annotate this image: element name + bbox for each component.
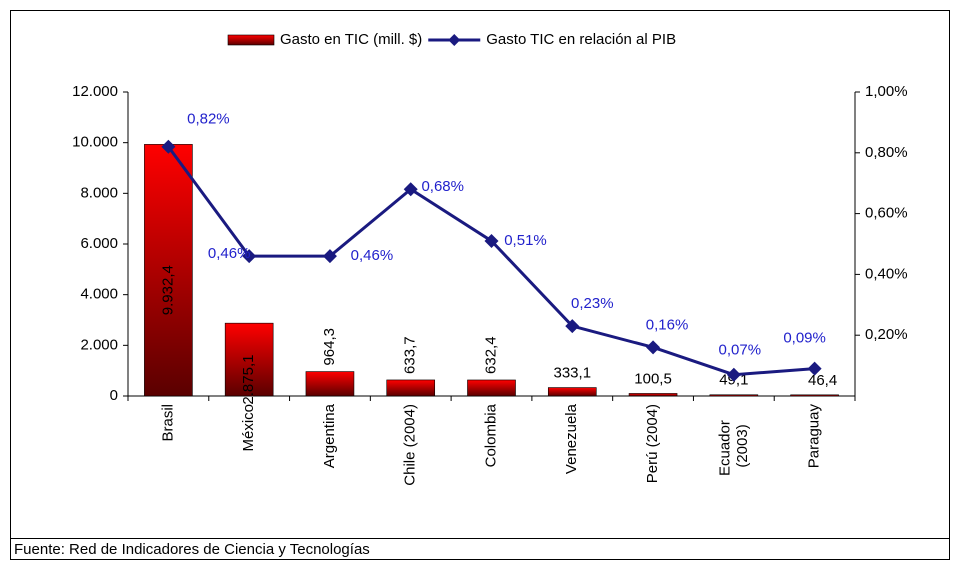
bar-value-label: 9.932,4: [159, 265, 176, 315]
legend-label: Gasto TIC en relación al PIB: [486, 31, 676, 48]
line-marker: [403, 182, 418, 197]
bar-value-label: 633,7: [402, 336, 419, 374]
bar-value-label: 46,4: [808, 372, 837, 389]
line-marker: [242, 249, 257, 264]
bar-value-label: 632,4: [482, 336, 499, 374]
y-tick-label: 10.000: [72, 134, 118, 151]
line-marker: [322, 249, 337, 264]
line-value-label: 0,23%: [571, 295, 614, 312]
bar: [386, 379, 436, 397]
line-value-label: 0,07%: [719, 342, 762, 359]
legend-marker: [448, 34, 461, 46]
x-tick-label: Ecuador (2003): [717, 416, 751, 476]
y-tick-label: 12.000: [72, 83, 118, 100]
y-tick-label: 6.000: [80, 235, 118, 252]
line-marker: [565, 319, 580, 334]
line-marker: [807, 361, 822, 376]
bar: [790, 394, 839, 397]
line-value-label: 0,16%: [646, 316, 689, 333]
y2-tick-label: 0,80%: [865, 144, 908, 161]
line-marker: [484, 233, 499, 248]
y2-tick-label: 0,40%: [865, 265, 908, 282]
legend-swatch: [227, 34, 275, 46]
x-tick-label: Perú (2004): [644, 404, 661, 483]
bar: [305, 371, 355, 397]
y2-tick-label: 0,60%: [865, 205, 908, 222]
x-tick-label: Colombia: [482, 403, 499, 467]
line-marker: [646, 340, 661, 355]
line-marker: [726, 367, 741, 382]
bar: [709, 394, 759, 397]
x-tick-label: México: [240, 404, 257, 452]
line-value-label: 0,68%: [421, 178, 464, 195]
line-marker: [161, 139, 176, 154]
legend-label: Gasto en TIC (mill. $): [280, 31, 422, 48]
x-tick-label: Paraguay: [806, 404, 823, 469]
y-tick-label: 2.000: [80, 336, 118, 353]
bar: [224, 322, 274, 397]
bar: [144, 144, 193, 397]
y2-tick-label: 0,20%: [865, 326, 908, 343]
x-tick-label: Venezuela: [563, 403, 580, 474]
y-tick-label: 0: [110, 387, 118, 404]
y-tick-label: 8.000: [80, 184, 118, 201]
bar-value-label: 964,3: [321, 328, 338, 366]
line-value-label: 0,51%: [504, 232, 547, 249]
bar-value-label: 2.875,1: [240, 355, 257, 405]
x-tick-label: Argentina: [321, 403, 338, 468]
bar-value-label: 333,1: [554, 365, 592, 382]
line-value-label: 0,46%: [351, 247, 394, 264]
bar: [467, 379, 516, 397]
x-tick-label: Brasil: [159, 404, 176, 442]
bar: [628, 393, 678, 397]
y2-tick-label: 1,00%: [865, 83, 908, 100]
y-tick-label: 4.000: [80, 286, 118, 303]
line-value-label: 0,09%: [783, 330, 826, 347]
x-tick-label: Chile (2004): [402, 404, 419, 486]
line-value-label: 0,46%: [208, 245, 251, 262]
source-note: Fuente: Red de Indicadores de Ciencia y …: [14, 541, 370, 558]
line-value-label: 0,82%: [187, 111, 230, 128]
bar: [547, 387, 597, 397]
bar-value-label: 100,5: [634, 370, 672, 387]
